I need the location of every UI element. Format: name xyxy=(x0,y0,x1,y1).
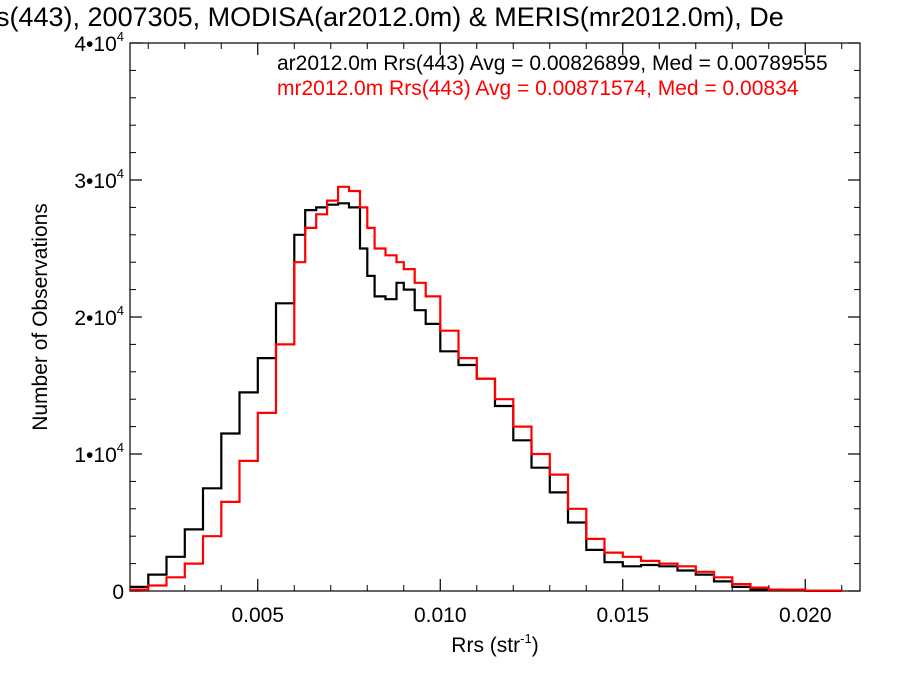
legend-entry-2: mr2012.0m Rrs(443) Avg = 0.00871574, Med… xyxy=(277,77,799,100)
y-axis-label: Number of Observations xyxy=(29,203,52,431)
y-tick-label: 2•104 xyxy=(74,303,124,330)
series-layer xyxy=(130,185,843,592)
legend: ar2012.0m Rrs(443) Avg = 0.00826899, Med… xyxy=(277,52,828,100)
x-axis: 0.005 0.010 0.015 0.020 xyxy=(147,43,843,627)
chart-title: s(443), 2007305, MODISA(ar2012.0m) & MER… xyxy=(0,2,784,32)
x-axis-label: Rrs (str-1) xyxy=(451,631,538,657)
y-axis: 0 1•104 2•104 3•104 4•104 xyxy=(74,29,860,604)
x-tick-label: 0.015 xyxy=(596,604,649,627)
series-line-2 xyxy=(130,185,843,592)
x-tick-label: 0.020 xyxy=(779,604,832,627)
legend-entry-1: ar2012.0m Rrs(443) Avg = 0.00826899, Med… xyxy=(277,52,828,75)
y-tick-label: 3•104 xyxy=(74,166,124,193)
x-tick-label: 0.010 xyxy=(414,604,467,627)
series-line-1 xyxy=(130,202,843,592)
y-tick-label: 4•104 xyxy=(74,29,124,56)
y-tick-label: 0 xyxy=(112,581,124,604)
x-tick-label: 0.005 xyxy=(231,604,284,627)
y-tick-label: 1•104 xyxy=(74,440,124,467)
plot-frame xyxy=(129,42,861,592)
